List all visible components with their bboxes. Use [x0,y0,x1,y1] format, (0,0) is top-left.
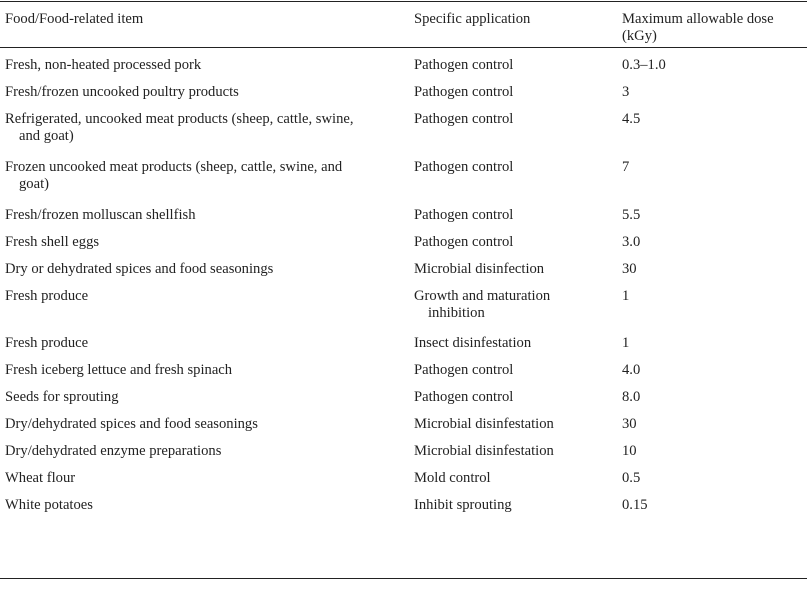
cell-food-item: Fresh/frozen uncooked poultry products [5,84,239,100]
cell-dose: 10 [622,443,637,459]
cell-dose: 4.5 [622,111,641,127]
cell-dose: 5.5 [622,207,641,223]
cell-food-item: Frozen uncooked meat products (sheep, ca… [5,159,343,192]
cell-application: Growth and maturation inhibition [414,288,551,321]
cell-dose: 30 [622,261,637,277]
cell-food-item: Dry or dehydrated spices and food season… [5,261,274,277]
cell-food-item: Fresh, non-heated processed pork [5,57,202,73]
cell-dose: 8.0 [622,389,641,405]
header-specific-application: Specific application [414,11,531,27]
cell-application: Microbial disinfestation [414,416,554,432]
cell-food-item: Fresh shell eggs [5,234,100,250]
table-top-rule [0,1,807,2]
cell-application: Pathogen control [414,207,514,223]
table-header-rule [0,47,807,48]
header-maximum-dose: Maximum allowable dose (kGy) [622,11,774,44]
cell-food-item: Fresh iceberg lettuce and fresh spinach [5,362,233,378]
cell-food-item: Dry/dehydrated spices and food seasoning… [5,416,258,432]
cell-dose: 0.5 [622,470,641,486]
cell-food-item: Dry/dehydrated enzyme preparations [5,443,222,459]
table-bottom-rule [0,578,807,579]
cell-dose: 1 [622,288,630,304]
cell-application: Pathogen control [414,111,514,127]
cell-application: Pathogen control [414,159,514,175]
cell-application: Inhibit sprouting [414,497,512,513]
cell-food-item: Fresh produce [5,335,89,351]
cell-application: Pathogen control [414,84,514,100]
cell-food-item: Refrigerated, uncooked meat products (sh… [5,111,354,144]
cell-dose: 1 [622,335,630,351]
cell-food-item: Fresh produce [5,288,89,304]
cell-food-item: Wheat flour [5,470,76,486]
header-food-item: Food/Food-related item [5,11,144,27]
cell-application: Microbial disinfestation [414,443,554,459]
cell-application: Pathogen control [414,362,514,378]
cell-dose: 3.0 [622,234,641,250]
cell-application: Microbial disinfection [414,261,545,277]
cell-dose: 0.15 [622,497,648,513]
cell-dose: 3 [622,84,630,100]
cell-application: Pathogen control [414,57,514,73]
cell-dose: 0.3–1.0 [622,57,666,73]
cell-food-item: White potatoes [5,497,93,513]
cell-application: Pathogen control [414,389,514,405]
cell-application: Pathogen control [414,234,514,250]
cell-food-item: Fresh/frozen molluscan shellfish [5,207,196,223]
cell-application: Mold control [414,470,491,486]
cell-dose: 4.0 [622,362,641,378]
cell-food-item: Seeds for sprouting [5,389,119,405]
cell-dose: 30 [622,416,637,432]
cell-dose: 7 [622,159,630,175]
cell-application: Insect disinfestation [414,335,532,351]
